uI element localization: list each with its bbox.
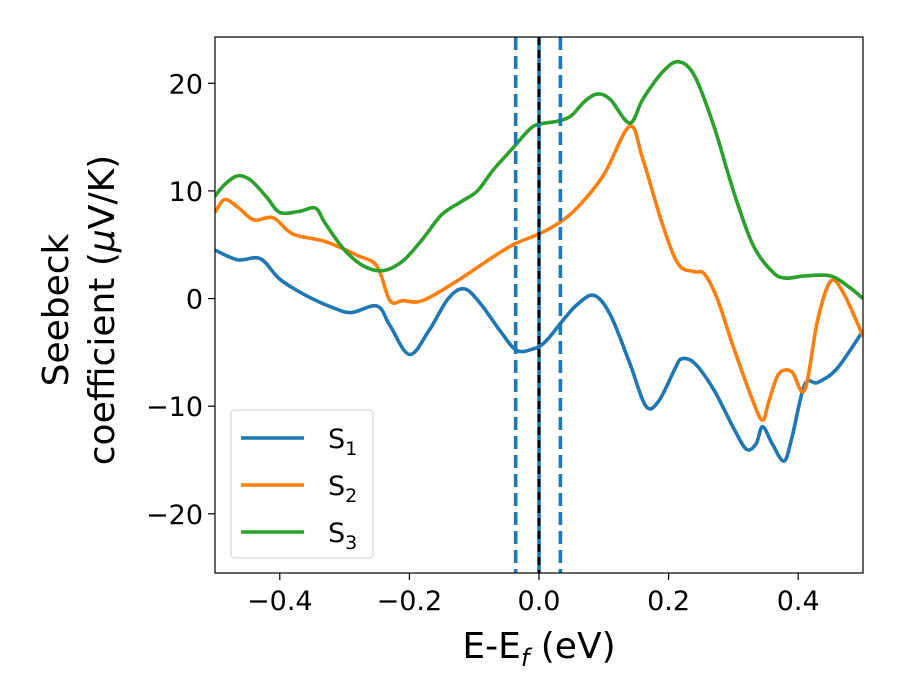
plot-area (215, 37, 863, 573)
y-axis-title-line2: coefficient (μV/K) (82, 155, 123, 465)
y-tick-label: 20 (169, 69, 203, 100)
legend-label-s3: S3 (328, 518, 357, 554)
x-axis-ticks: −0.4 −0.2 0.0 0.2 0.4 (247, 573, 820, 617)
y-axis-title-line1: Seebeck (36, 233, 77, 386)
legend-items: S1 S2 S3 (241, 424, 357, 554)
y-axis-title: Seebeck coefficient (μV/K) (36, 155, 123, 465)
y-tick-label: 10 (169, 177, 203, 208)
series-line-s3 (215, 59, 863, 300)
x-tick-label: 0.2 (647, 586, 690, 617)
series-line-s1 (215, 248, 863, 463)
legend-label-s2: S2 (328, 471, 357, 507)
x-tick-label: −0.2 (377, 586, 443, 617)
x-axis-title: E-Ef (eV) (462, 626, 615, 672)
x-tick-label: −0.4 (247, 586, 313, 617)
x-tick-label: 0.0 (518, 586, 561, 617)
series-line-s2 (215, 124, 863, 422)
series-lines (215, 59, 863, 463)
y-tick-label: −10 (146, 392, 203, 423)
reference-lines (513, 37, 563, 573)
y-tick-label: −20 (146, 500, 203, 531)
x-tick-label: 0.4 (777, 586, 820, 617)
y-axis-ticks: −20 −10 0 10 20 (146, 69, 215, 531)
y-tick-label: 0 (186, 285, 203, 316)
legend: S1 S2 S3 (230, 409, 374, 559)
legend-label-s1: S1 (328, 424, 357, 460)
